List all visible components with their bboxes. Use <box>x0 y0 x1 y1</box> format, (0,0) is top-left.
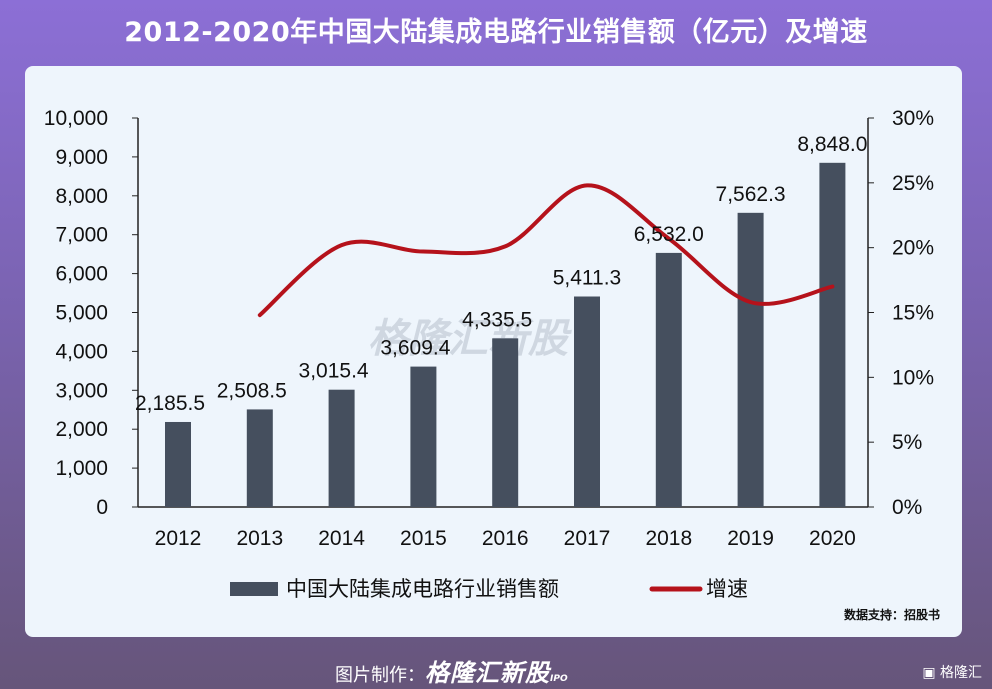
right-tick-label: 0% <box>892 496 922 519</box>
legend-line-label: 增速 <box>706 578 748 601</box>
right-tick-label: 10% <box>892 366 934 389</box>
chart-title: 2012-2020年中国大陆集成电路行业销售额（亿元）及增速 <box>124 17 868 48</box>
bar-data-label: 3,015.4 <box>299 360 369 383</box>
left-tick-label: 10,000 <box>44 107 108 130</box>
x-tick-label: 2017 <box>564 527 611 550</box>
right-tick-label: 30% <box>892 107 934 130</box>
growth-line <box>257 183 835 318</box>
source-note: 数据支持：招股书 <box>843 608 940 622</box>
x-tick-label: 2012 <box>155 527 202 550</box>
left-tick-label: 3,000 <box>55 379 108 402</box>
left-tick-label: 7,000 <box>55 224 108 247</box>
right-tick-label: 15% <box>892 302 934 325</box>
bar-data-label: 7,562.3 <box>716 183 786 206</box>
legend-bar-label: 中国大陆集成电路行业销售额 <box>286 578 559 601</box>
bar-data-label: 2,185.5 <box>135 392 205 415</box>
bar-2014 <box>328 389 355 507</box>
x-tick-label: 2013 <box>236 527 283 550</box>
footer-label: 图片制作： <box>335 665 425 686</box>
bar-2016 <box>492 338 519 507</box>
bar-data-label: 8,848.0 <box>797 133 867 156</box>
right-tick-label: 20% <box>892 237 934 260</box>
footer-credit: 图片制作：格隆汇新股IPO <box>335 653 568 688</box>
bar-2012 <box>165 421 191 507</box>
bar-data-label: 6,532.0 <box>634 223 704 246</box>
x-tick-label: 2014 <box>318 527 365 550</box>
x-tick-label: 2015 <box>400 527 447 550</box>
left-tick-label: 9,000 <box>55 146 108 169</box>
left-tick-label: 0 <box>96 496 108 519</box>
bar-data-label: 3,609.4 <box>380 337 450 360</box>
left-tick-label: 5,000 <box>55 302 108 325</box>
bar-2018 <box>655 252 682 507</box>
brand-text: 格隆汇 <box>940 665 982 681</box>
brand-icon: ▣ <box>922 665 936 681</box>
right-tick-label: 25% <box>892 172 934 195</box>
x-tick-label: 2018 <box>645 527 692 550</box>
bar-data-label: 5,411.3 <box>553 267 622 290</box>
bar-data-label: 2,508.5 <box>217 379 287 402</box>
brand-logo: ▣ 格隆汇 <box>922 662 982 682</box>
bar-2015 <box>410 366 437 507</box>
x-tick-label: 2020 <box>809 527 856 550</box>
left-tick-label: 4,000 <box>55 340 108 363</box>
bar-2013 <box>246 409 273 507</box>
right-tick-label: 5% <box>892 431 922 454</box>
footer-logo: 格隆汇新股 <box>425 659 550 687</box>
x-tick-label: 2016 <box>482 527 529 550</box>
left-tick-label: 6,000 <box>55 263 108 286</box>
x-tick-label: 2019 <box>727 527 774 550</box>
left-tick-label: 8,000 <box>55 185 108 208</box>
bar-2020 <box>819 162 846 507</box>
bar-data-label: 4,335.5 <box>462 308 532 331</box>
bar-2019 <box>737 212 764 507</box>
bar-2017 <box>574 296 600 507</box>
left-tick-label: 2,000 <box>55 418 108 441</box>
footer-logo-sub: IPO <box>550 674 568 684</box>
legend-bar-swatch <box>230 582 278 596</box>
watermark: 格隆汇新股 <box>368 316 568 362</box>
left-tick-label: 1,000 <box>55 457 108 480</box>
